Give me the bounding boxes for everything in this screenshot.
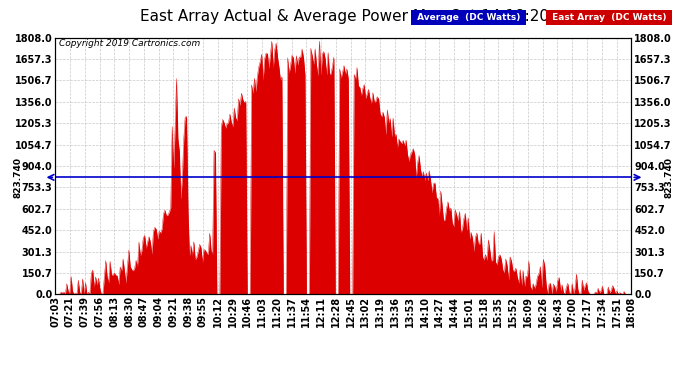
Text: Copyright 2019 Cartronics.com: Copyright 2019 Cartronics.com — [59, 39, 200, 48]
Text: 823.740: 823.740 — [664, 157, 673, 198]
Text: East Array  (DC Watts): East Array (DC Watts) — [549, 13, 669, 22]
Text: East Array Actual & Average Power Mon Oct 14 18:20: East Array Actual & Average Power Mon Oc… — [141, 9, 549, 24]
Text: Average  (DC Watts): Average (DC Watts) — [414, 13, 524, 22]
Text: 823.740: 823.740 — [13, 157, 22, 198]
